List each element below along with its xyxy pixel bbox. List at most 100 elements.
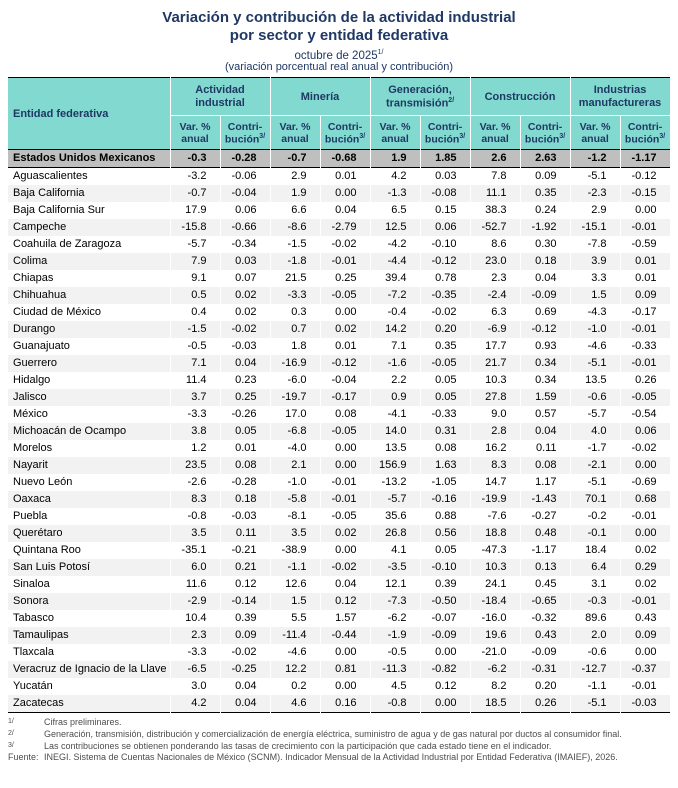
value-cell: -0.09 <box>519 287 571 305</box>
value-cell: 0.12 <box>319 593 371 611</box>
value-cell: 0.02 <box>319 525 371 543</box>
value-cell: -0.6 <box>569 644 621 662</box>
value-cell: 3.5 <box>269 525 321 543</box>
value-cell: -1.5 <box>269 236 321 254</box>
value-cell: 0.04 <box>219 695 271 713</box>
value-cell: 0.05 <box>419 372 471 390</box>
value-cell: 0.18 <box>519 253 571 271</box>
table-row: Colima 7.9 0.03 -1.8 -0.01 -4.4 -0.12 23.0 0.18 3… <box>8 253 671 271</box>
value-cell: -12.7 <box>569 661 621 679</box>
var-annual-header-generacion-transmision: Var. % anual <box>369 115 421 150</box>
value-cell: 0.68 <box>619 491 671 509</box>
table-row: Hidalgo 11.4 0.23 -6.0 -0.04 2.2 0.05 10.3 0.34 1… <box>8 372 671 390</box>
value-cell: -5.8 <box>269 491 321 509</box>
value-cell: 2.2 <box>369 372 421 390</box>
value-cell: -0.05 <box>319 423 371 441</box>
value-cell: -2.4 <box>469 287 521 305</box>
value-cell: -6.2 <box>369 610 421 628</box>
value-cell: -1.7 <box>569 440 621 458</box>
value-cell: -6.9 <box>469 321 521 339</box>
value-cell: 12.1 <box>369 576 421 594</box>
value-cell: -0.08 <box>419 185 471 203</box>
value-cell: 8.2 <box>469 678 521 696</box>
value-cell: -7.8 <box>569 236 621 254</box>
value-cell: 0.39 <box>419 576 471 594</box>
value-cell: -1.6 <box>369 355 421 373</box>
value-cell: -0.01 <box>319 491 371 509</box>
value-cell: -6.5 <box>169 661 221 679</box>
value-cell: -5.7 <box>369 491 421 509</box>
value-cell: 0.00 <box>319 678 371 696</box>
value-cell: 0.09 <box>619 627 671 645</box>
value-cell: 0.34 <box>519 355 571 373</box>
value-cell: 9.0 <box>469 406 521 424</box>
value-cell: 17.0 <box>269 406 321 424</box>
value-cell: -0.03 <box>219 508 271 526</box>
value-cell: 0.00 <box>619 644 671 662</box>
source-label: Fuente: <box>8 752 39 763</box>
value-cell: -2.9 <box>169 593 221 611</box>
entity-name: Guanajuato <box>8 338 171 356</box>
report-period: octubre de 20251/ <box>8 49 670 62</box>
value-cell: -0.14 <box>219 593 271 611</box>
value-cell: 0.08 <box>319 406 371 424</box>
value-cell: -0.01 <box>619 355 671 373</box>
table-row: Guerrero 7.1 0.04 -16.9 -0.12 -1.6 -0.05 21.7 0.… <box>8 355 671 373</box>
value-cell: 7.1 <box>169 355 221 373</box>
value-cell: -5.1 <box>569 695 621 713</box>
value-cell: 0.00 <box>419 644 471 662</box>
value-cell: 6.5 <box>369 202 421 220</box>
value-cell: -35.1 <box>169 542 221 560</box>
value-cell: 0.04 <box>519 423 571 441</box>
table-row: Aguascalientes -3.2 -0.06 2.9 0.01 4.2 0.03 7.8… <box>8 167 671 186</box>
value-cell: -15.1 <box>569 219 621 237</box>
value-cell: -1.0 <box>269 474 321 492</box>
value-cell: -0.15 <box>619 185 671 203</box>
value-cell: -19.9 <box>469 491 521 509</box>
table-row: Tlaxcala -3.3 -0.02 -4.6 0.00 -0.5 0.00 -21.0 -0… <box>8 644 671 662</box>
value-cell: 0.02 <box>319 321 371 339</box>
value-cell: -0.05 <box>619 389 671 407</box>
value-cell: 0.9 <box>369 389 421 407</box>
value-cell: 12.6 <box>269 576 321 594</box>
value-cell: 0.39 <box>219 610 271 628</box>
value-cell: 0.57 <box>519 406 571 424</box>
value-cell: -13.2 <box>369 474 421 492</box>
value-cell: 0.21 <box>219 559 271 577</box>
value-cell: -0.02 <box>219 644 271 662</box>
value-cell: -0.12 <box>619 167 671 186</box>
entity-name: Colima <box>8 253 171 271</box>
page-title-line1: Variación y contribución de la actividad… <box>162 9 516 26</box>
value-cell: 0.25 <box>219 389 271 407</box>
footnote-marker: 1/ <box>8 718 14 726</box>
value-cell: 18.5 <box>469 695 521 713</box>
contribution-header-construccion: Contri-bución3/ <box>519 115 571 150</box>
value-cell: 13.5 <box>369 440 421 458</box>
value-cell: -1.17 <box>519 542 571 560</box>
value-cell: -0.66 <box>219 219 271 237</box>
value-cell: 0.09 <box>219 627 271 645</box>
entity-name: Sinaloa <box>8 576 171 594</box>
value-cell: 0.00 <box>419 695 471 713</box>
value-cell: 10.4 <box>169 610 221 628</box>
source-line: Fuente: INEGI. Sistema de Cuentas Nacion… <box>8 752 670 764</box>
value-cell: 2.9 <box>269 167 321 186</box>
value-cell: -0.10 <box>419 236 471 254</box>
value-cell: -0.27 <box>519 508 571 526</box>
table-row: Baja California -0.7 -0.04 1.9 0.00 -1.3 -0.08… <box>8 185 671 203</box>
value-cell: 0.00 <box>319 440 371 458</box>
table-row: Chihuahua 0.5 0.02 -3.3 -0.05 -7.2 -0.35 -2.4 -0… <box>8 287 671 305</box>
value-cell: 0.04 <box>219 355 271 373</box>
value-cell: -0.28 <box>219 474 271 492</box>
value-cell: -0.65 <box>519 593 571 611</box>
value-cell: -1.1 <box>569 678 621 696</box>
value-cell: 0.48 <box>519 525 571 543</box>
value-cell: 2.6 <box>469 149 521 168</box>
value-cell: -0.4 <box>369 304 421 322</box>
source-text: INEGI. Sistema de Cuentas Nacionales de … <box>44 752 618 763</box>
table-row: Nayarit 23.5 0.08 2.1 0.00 156.9 1.63 8.3 0.08 -2… <box>8 457 671 475</box>
value-cell: 4.1 <box>369 542 421 560</box>
value-cell: -7.2 <box>369 287 421 305</box>
var-annual-header-industrias-manufactureras: Var. % anual <box>569 115 621 150</box>
